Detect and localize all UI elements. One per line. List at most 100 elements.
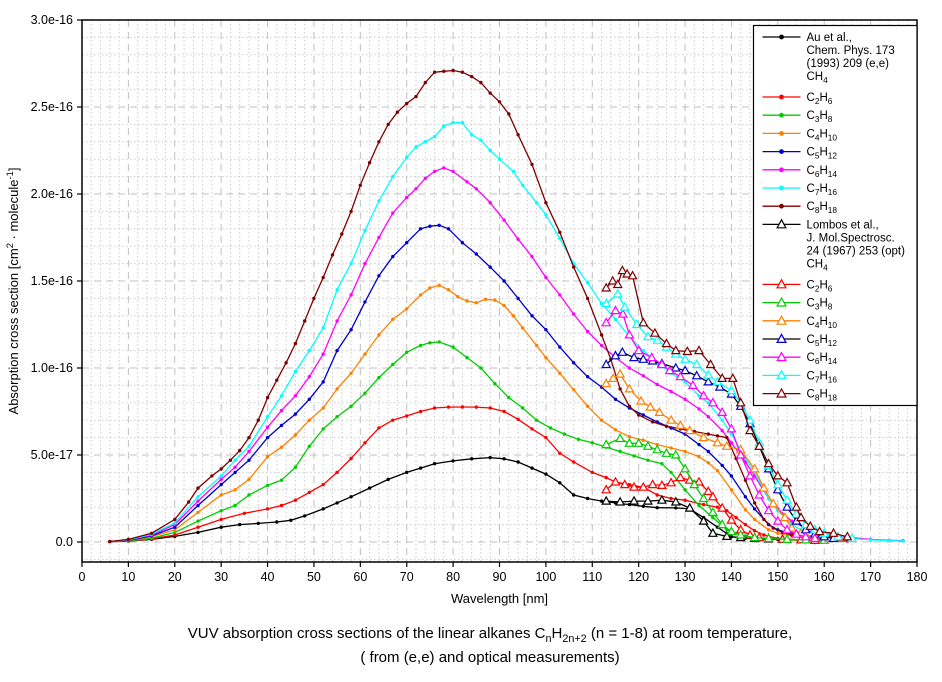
marker-dot (734, 515, 738, 520)
legend-label: C4H10 (807, 128, 838, 142)
marker-dot (405, 241, 409, 245)
legend-marker-open-triangle (776, 333, 787, 343)
marker-open-triangle (615, 496, 626, 506)
x-tick-label: 30 (214, 570, 228, 584)
marker-dot (265, 507, 270, 511)
marker-open-triangle (691, 370, 702, 380)
legend-entry-CH4_ee: Au et al.,Chem. Phys. 173(1993) 209 (e,e… (762, 32, 895, 85)
marker-open-triangle (610, 305, 621, 315)
marker-open-triangle (782, 477, 793, 487)
marker-dot (377, 426, 381, 430)
series-group (108, 68, 905, 544)
marker-dot (868, 538, 873, 542)
legend-entry-C3H8_opt: C3H8 (762, 296, 833, 312)
x-tick-label: 40 (261, 570, 275, 584)
marker-open-triangle (689, 479, 700, 489)
marker-open-triangle (744, 470, 756, 480)
marker-dot (423, 176, 427, 180)
marker-dot (488, 265, 492, 269)
marker-dot (173, 517, 177, 522)
x-tick-label: 120 (628, 570, 649, 584)
marker-dot (405, 307, 409, 311)
legend-entry-C2H6_ee: C2H6 (762, 92, 833, 106)
marker-dot (516, 237, 520, 241)
marker-dot (196, 503, 200, 508)
marker-open-triangle (652, 334, 663, 344)
marker-open-triangle (754, 489, 765, 499)
marker-dot (247, 477, 251, 482)
series-C6H14_opt (601, 305, 820, 543)
legend-label: CH4 (807, 258, 829, 272)
marker-dot (507, 395, 511, 400)
legend-label: Chem. Phys. 173 (807, 45, 895, 57)
marker-dot (405, 195, 409, 200)
marker-dot (655, 493, 659, 497)
legend-label: C3H8 (807, 110, 833, 124)
marker-open-triangle (809, 533, 820, 543)
legend-entry-C4H10_opt: C4H10 (762, 314, 837, 330)
marker-dot (599, 499, 604, 503)
legend-entry-C7H16_opt: C7H16 (762, 369, 837, 384)
marker-dot (590, 441, 594, 445)
marker-dot (187, 500, 191, 504)
marker-dot (511, 314, 516, 318)
marker-open-triangle (670, 362, 681, 372)
marker-open-triangle (749, 463, 760, 473)
legend-label: 24 (1967) 253 (opt) (807, 245, 906, 257)
marker-open-triangle (717, 519, 728, 529)
marker-dot (432, 169, 437, 174)
caption-line2: ( from (e,e) and optical measurements) (360, 649, 619, 666)
legend-entry-C6H14_opt: C6H14 (762, 351, 837, 366)
marker-dot (669, 470, 673, 475)
marker-open-triangle (707, 506, 718, 516)
marker-dot (358, 183, 362, 187)
marker-dot (470, 457, 474, 461)
marker-dot (377, 140, 381, 144)
marker-dot (641, 374, 645, 378)
marker-dot (321, 507, 325, 511)
marker-dot (451, 345, 455, 349)
legend-label: Au et al., (807, 32, 852, 44)
marker-dot (418, 409, 423, 414)
marker-dot (585, 296, 590, 301)
legend-marker-dot (779, 94, 784, 100)
marker-dot (715, 505, 720, 509)
marker-open-triangle (619, 479, 630, 489)
x-tick-label: 20 (168, 570, 182, 584)
marker-open-triangle (684, 502, 695, 512)
legend-entry-C3H8_ee: C3H8 (762, 110, 833, 124)
marker-open-triangle (617, 265, 628, 275)
marker-dot (377, 274, 381, 278)
marker-dot (386, 122, 390, 127)
series-C8H18_ee (108, 68, 850, 544)
marker-dot (428, 224, 432, 228)
x-tick-label: 10 (121, 570, 135, 584)
marker-dot (391, 317, 395, 321)
marker-open-triangle (763, 533, 774, 543)
marker-dot (238, 448, 242, 453)
marker-open-triangle (791, 501, 802, 511)
marker-dot (173, 533, 177, 537)
marker-dot (683, 397, 687, 401)
marker-dot (618, 387, 622, 391)
marker-dot (558, 230, 562, 234)
marker-dot (335, 319, 339, 323)
marker-dot (349, 261, 353, 266)
marker-dot (265, 425, 270, 429)
legend-label: C6H14 (807, 165, 838, 179)
x-tick-label: 130 (675, 570, 696, 584)
marker-dot (762, 533, 766, 537)
marker-open-triangle (754, 440, 765, 450)
marker-dot (613, 317, 618, 321)
marker-dot (173, 525, 177, 529)
marker-dot (377, 375, 381, 380)
marker-dot (479, 138, 483, 142)
marker-dot (470, 133, 474, 137)
marker-open-triangle (791, 528, 802, 538)
marker-dot (664, 424, 669, 428)
marker-dot (585, 329, 590, 334)
marker-dot (558, 345, 562, 349)
marker-open-triangle (612, 279, 623, 289)
marker-dot (377, 333, 381, 337)
marker-dot (585, 496, 590, 501)
